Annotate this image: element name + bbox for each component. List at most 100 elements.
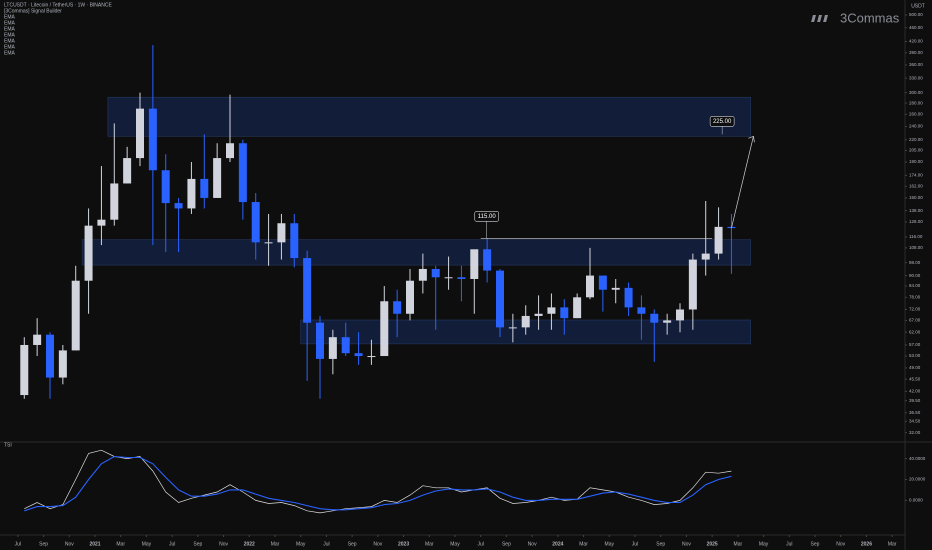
y-tick-label: 98.00 xyxy=(909,260,921,265)
candle-body xyxy=(200,178,209,198)
candle-body xyxy=(637,307,646,314)
candle-body xyxy=(226,143,234,159)
x-tick-label: 2023 xyxy=(398,541,409,547)
x-tick-label: Nov xyxy=(836,541,845,547)
indicator-label: EMA xyxy=(4,14,16,20)
candle-body xyxy=(534,313,543,316)
candle-body xyxy=(701,253,710,260)
x-tick-label: Mar xyxy=(734,541,743,547)
candle-body xyxy=(470,249,479,279)
y-tick-label: 32.00 xyxy=(909,430,921,435)
candle-body xyxy=(46,334,54,378)
candle-body xyxy=(714,226,723,254)
x-tick-label: Nov xyxy=(219,541,228,547)
tsi-y-tick-label: 40.0000 xyxy=(909,456,926,461)
candle-body xyxy=(148,108,157,171)
candle-body xyxy=(418,268,427,281)
candle-body xyxy=(341,337,350,354)
x-tick-label: 2026 xyxy=(861,541,872,547)
y-tick-label: 45.50 xyxy=(909,376,921,381)
candle-body xyxy=(393,301,402,314)
x-tick-label: 2024 xyxy=(552,541,563,547)
x-tick-label: Mar xyxy=(271,541,280,547)
candle-body xyxy=(611,287,620,290)
candle-body xyxy=(573,297,582,319)
candle-body xyxy=(663,320,672,323)
candle-body xyxy=(136,108,144,159)
x-tick-label: Sep xyxy=(811,541,820,547)
y-tick-label: 390.00 xyxy=(909,50,923,55)
candle-body xyxy=(586,275,594,298)
y-tick-label: 67.00 xyxy=(909,318,921,323)
candle-body xyxy=(264,242,273,244)
indicator-label: EMA xyxy=(4,20,16,26)
candle-body xyxy=(213,158,222,198)
candle-body xyxy=(431,268,440,278)
candle-body xyxy=(238,143,247,203)
y-tick-label: 260.00 xyxy=(909,112,923,117)
candle-body xyxy=(406,280,414,314)
y-tick-label: 49.00 xyxy=(909,365,921,370)
y-tick-label: 128.00 xyxy=(909,219,923,224)
y-tick-label: 57.00 xyxy=(909,342,921,347)
y-tick-label: 460.00 xyxy=(909,25,923,30)
level-tag: 115.00 xyxy=(478,214,497,220)
x-tick-label: Mar xyxy=(888,541,897,547)
x-tick-label: Mar xyxy=(579,541,588,547)
y-tick-label: 36.50 xyxy=(909,410,921,415)
candle-body xyxy=(521,315,530,328)
candle-body xyxy=(483,249,492,271)
y-tick-label: 150.00 xyxy=(909,195,923,200)
y-tick-label: 42.00 xyxy=(909,389,921,394)
zone xyxy=(81,239,752,266)
x-tick-label: May xyxy=(296,541,306,547)
brand-logo: 3Commas xyxy=(811,10,900,25)
indicator-label: EMA xyxy=(4,50,16,56)
y-tick-label: 190.00 xyxy=(909,159,923,164)
candle-body xyxy=(496,270,504,328)
y-tick-label: 72.00 xyxy=(909,307,921,312)
candle-body xyxy=(303,258,312,323)
candle-body xyxy=(380,301,389,357)
x-tick-label: May xyxy=(759,541,769,547)
y-tick-label: 205.00 xyxy=(909,148,923,153)
candle-body xyxy=(277,223,286,243)
indicator-label: EMA xyxy=(4,44,16,50)
candle-body xyxy=(598,275,607,290)
y-tick-label: 300.00 xyxy=(909,90,923,95)
candle-body xyxy=(110,183,119,220)
candle-body xyxy=(354,353,363,357)
target-tag: 225.00 xyxy=(713,119,732,125)
y-tick-label: 84.00 xyxy=(909,283,921,288)
x-tick-label: Jul xyxy=(478,541,484,547)
x-tick-label: Sep xyxy=(656,541,665,547)
candle-body xyxy=(290,223,299,259)
y-tick-label: 280.00 xyxy=(909,100,923,105)
indicator-label: [3Commas] Signal Builder xyxy=(4,8,62,14)
y-tick-label: 62.00 xyxy=(909,329,921,334)
y-tick-label: 39.50 xyxy=(909,398,921,403)
y-tick-label: 500.00 xyxy=(909,12,923,17)
candle-body xyxy=(316,322,324,359)
y-tick-label: 116.00 xyxy=(909,234,923,239)
indicator-label: EMA xyxy=(4,32,16,38)
logo-bar xyxy=(817,15,822,22)
y-tick-label: 162.00 xyxy=(909,183,923,188)
candle-body xyxy=(58,350,67,378)
x-tick-label: Nov xyxy=(65,541,74,547)
candle-body xyxy=(84,225,93,281)
y-tick-label: 330.00 xyxy=(909,75,923,80)
x-tick-label: Jul xyxy=(323,541,329,547)
candle-body xyxy=(33,334,42,345)
candle-body xyxy=(560,307,569,319)
y-tick-label: 34.50 xyxy=(909,418,921,423)
y-tick-label: 53.00 xyxy=(909,353,921,358)
x-tick-label: May xyxy=(450,541,460,547)
y-tick-label: 360.00 xyxy=(909,62,923,67)
y-tick-label: 90.00 xyxy=(909,273,921,278)
y-tick-label: 138.00 xyxy=(909,208,923,213)
candle-body xyxy=(624,287,633,308)
candle-body xyxy=(688,259,697,310)
x-tick-label: Mar xyxy=(116,541,125,547)
